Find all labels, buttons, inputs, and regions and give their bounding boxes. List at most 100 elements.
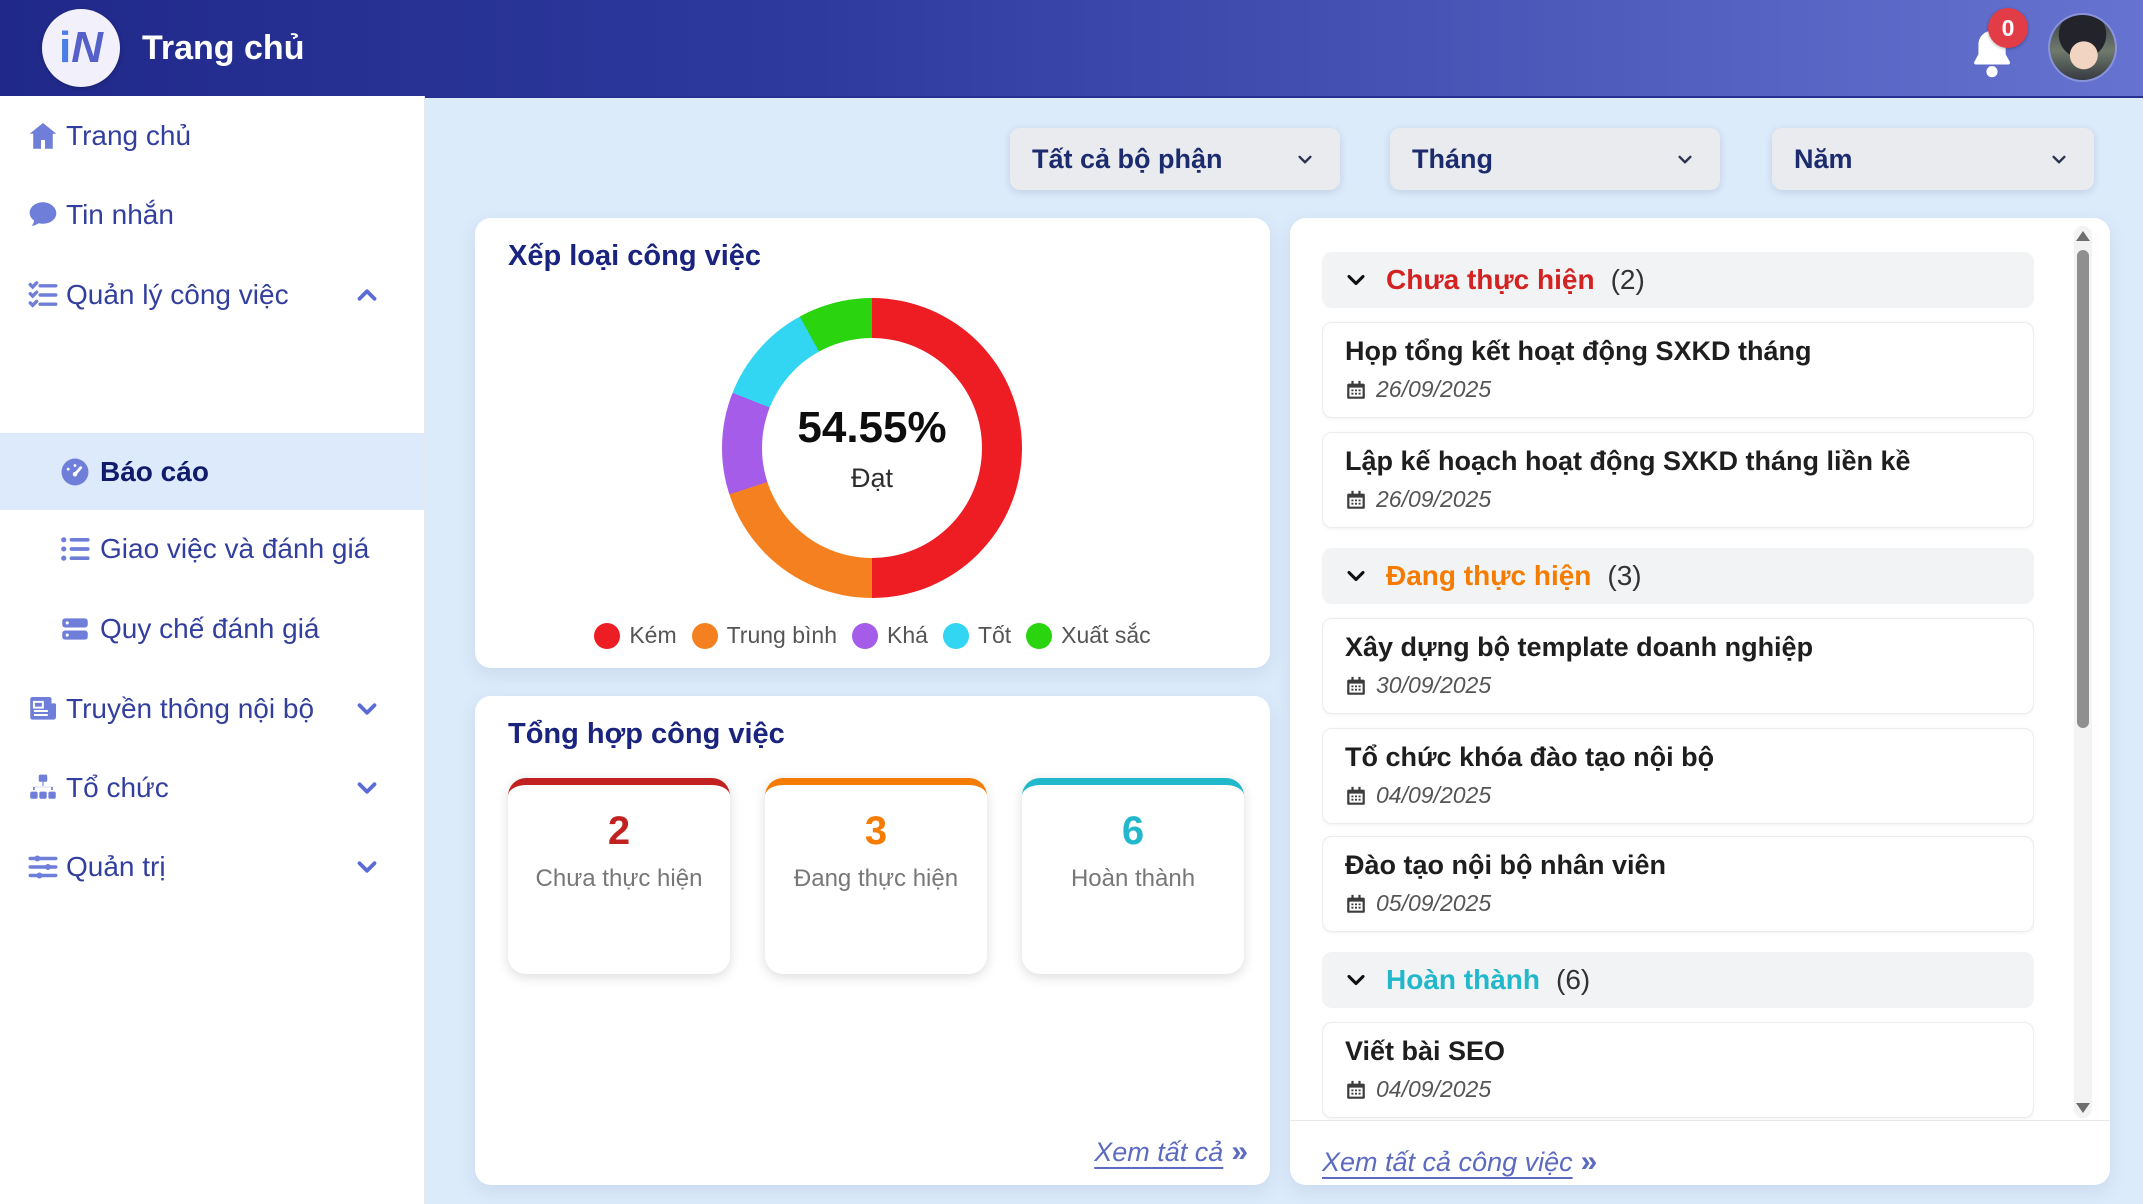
task-title: Họp tổng kết hoạt động SXKD tháng (1345, 336, 1812, 366)
sidebar-item-quy-che-danh-gia[interactable]: Quy chế đánh giá (0, 590, 424, 668)
sidebar-item-label: Tin nhắn (66, 199, 174, 230)
scrollbar-thumb[interactable] (2077, 250, 2089, 728)
rating-legend: Kém Trung bình Khá Tốt Xuất sắc (475, 622, 1270, 649)
scrollbar-up-arrow[interactable] (2076, 231, 2090, 241)
month-filter-dropdown[interactable]: Tháng (1390, 128, 1720, 190)
sidebar-item-tin-nhan[interactable]: Tin nhắn (0, 176, 424, 254)
section-header-chua-thuc-hien[interactable]: Chưa thực hiện (2) (1322, 252, 2034, 308)
view-all-tasks-link[interactable]: Xem tất cả công việc» (1322, 1145, 1597, 1179)
legend-label: Tốt (977, 622, 1012, 648)
sidebar-item-giao-viec-va-danh-gia[interactable]: Giao việc và đánh giá (0, 510, 424, 588)
sidebar-item-truyen-thong-noi-bo[interactable]: Truyền thông nội bộ (0, 670, 424, 748)
sidebar-item-to-chuc[interactable]: Tổ chức (0, 749, 424, 827)
task-title: Lập kế hoạch hoạt động SXKD tháng liền k… (1345, 446, 1911, 476)
avatar[interactable] (2050, 15, 2115, 80)
chevron-down-icon (1347, 570, 1365, 582)
legend-dot (852, 622, 878, 649)
sidebar-item-quan-tri[interactable]: Quản trị (0, 828, 424, 906)
org-icon (26, 771, 60, 805)
task-date-row: 30/09/2025 (1345, 672, 2011, 699)
rules-icon (58, 612, 92, 646)
stat-card-dang-thuc-hien[interactable]: 3 Đang thực hiện (765, 778, 987, 974)
legend-label: Xuất sắc (1061, 622, 1151, 648)
chevron-down-icon (2052, 155, 2066, 164)
list-icon (58, 532, 92, 566)
view-all-label: Xem tất cả (1094, 1137, 1224, 1167)
task-title: Viết bài SEO (1345, 1036, 1506, 1066)
calendar-icon (1347, 380, 1365, 399)
sidebar-item-quan-ly-cong-viec[interactable]: Quản lý công việc (0, 256, 424, 334)
legend-item: Xuất sắc (1026, 622, 1151, 649)
task-card[interactable]: Đào tạo nội bộ nhân viên 05/09/2025 (1322, 836, 2034, 932)
task-date: 26/09/2025 (1376, 376, 1492, 402)
stat-card-chua-thuc-hien[interactable]: 2 Chưa thực hiện (508, 778, 730, 974)
notification-bell-button[interactable]: 0 (1966, 8, 2028, 86)
view-all-link[interactable]: Xem tất cả» (1094, 1135, 1248, 1169)
sidebar-item-bao-cao[interactable]: Báo cáo (0, 433, 424, 510)
page-title: Trang chủ (142, 28, 305, 67)
department-filter-value: Tất cả bộ phận (1032, 143, 1223, 174)
calendar-icon (1347, 894, 1365, 913)
stat-card-hoan-thanh[interactable]: 6 Hoàn thành (1022, 778, 1244, 974)
task-card[interactable]: Họp tổng kết hoạt động SXKD tháng 26/09/… (1322, 322, 2034, 418)
sidebar-item-label: Quy chế đánh giá (100, 613, 320, 644)
rating-chart-title: Xếp loại công việc (508, 240, 762, 272)
tasks-panel-footer: Xem tất cả công việc» (1290, 1120, 2110, 1186)
checklist-icon (26, 278, 60, 312)
task-card[interactable]: Xây dựng bộ template doanh nghiệp 30/09/… (1322, 618, 2034, 714)
tasks-panel: Chưa thực hiện (2) Họp tổng kết hoạt độn… (1290, 218, 2110, 1185)
task-title: Đào tạo nội bộ nhân viên (1345, 850, 1667, 880)
legend-dot (594, 622, 621, 649)
rating-chart-card: Xếp loại công việc 54.55% Đạt Kém Trung … (475, 218, 1270, 668)
task-date-row: 04/09/2025 (1345, 1076, 2011, 1103)
logo-letter-n: N (71, 23, 103, 72)
year-filter-dropdown[interactable]: Năm (1772, 128, 2094, 190)
task-title: Xây dựng bộ template doanh nghiệp (1345, 632, 1814, 662)
donut-center-value: 54.55% (797, 402, 947, 452)
task-card[interactable]: Lập kế hoạch hoạt động SXKD tháng liền k… (1322, 432, 2034, 528)
year-filter-value: Năm (1794, 143, 1853, 174)
section-header-hoan-thanh[interactable]: Hoàn thành (6) (1322, 952, 2034, 1008)
legend-label: Kém (629, 622, 677, 648)
legend-dot (1026, 622, 1053, 649)
section-title: Hoàn thành (1386, 964, 1540, 995)
task-date: 26/09/2025 (1376, 486, 1492, 512)
summary-card: Tổng hợp công việc 2 Chưa thực hiện 3 Đa… (475, 696, 1270, 1185)
stat-label: Hoàn thành (1070, 865, 1196, 892)
section-header-dang-thuc-hien[interactable]: Đang thực hiện (3) (1322, 548, 2034, 604)
calendar-icon (1347, 786, 1365, 805)
calendar-icon (1347, 1080, 1365, 1099)
legend-item: Tốt (942, 622, 1012, 649)
stat-label: Đang thực hiện (793, 865, 959, 892)
legend-item: Trung bình (691, 622, 837, 649)
rating-donut-chart: 54.55% Đạt (722, 298, 1022, 598)
legend-label: Khá (887, 622, 928, 648)
task-date: 30/09/2025 (1376, 672, 1492, 698)
sidebar-item-label: Giao việc và đánh giá (100, 533, 370, 564)
scrollbar-track[interactable] (2074, 226, 2092, 1118)
stat-value: 2 (607, 809, 631, 853)
sidebar-item-trang-chu[interactable]: Trang chủ (0, 97, 424, 175)
legend-item: Kém (594, 622, 677, 649)
scrollbar-down-arrow[interactable] (2076, 1103, 2090, 1113)
task-card[interactable]: Viết bài SEO 04/09/2025 (1322, 1022, 2034, 1118)
stat-value: 3 (864, 809, 888, 853)
sidebar-item-label: Trang chủ (66, 120, 192, 151)
section-count: (2) (1610, 264, 1645, 295)
task-date-row: 26/09/2025 (1345, 376, 2011, 403)
legend-item: Khá (852, 622, 928, 649)
department-filter-dropdown[interactable]: Tất cả bộ phận (1010, 128, 1340, 190)
chevron-up-icon (352, 280, 382, 310)
chevron-down-icon (1347, 974, 1365, 986)
legend-dot (942, 622, 969, 649)
sliders-icon (26, 850, 60, 884)
task-date: 04/09/2025 (1376, 1076, 1492, 1102)
news-icon (26, 692, 60, 726)
task-card[interactable]: Tổ chức khóa đào tạo nội bộ 04/09/2025 (1322, 728, 2034, 824)
task-date: 04/09/2025 (1376, 782, 1492, 808)
calendar-icon (1347, 676, 1365, 695)
section-title: Chưa thực hiện (1386, 264, 1595, 295)
donut-center: 54.55% Đạt (762, 338, 982, 558)
